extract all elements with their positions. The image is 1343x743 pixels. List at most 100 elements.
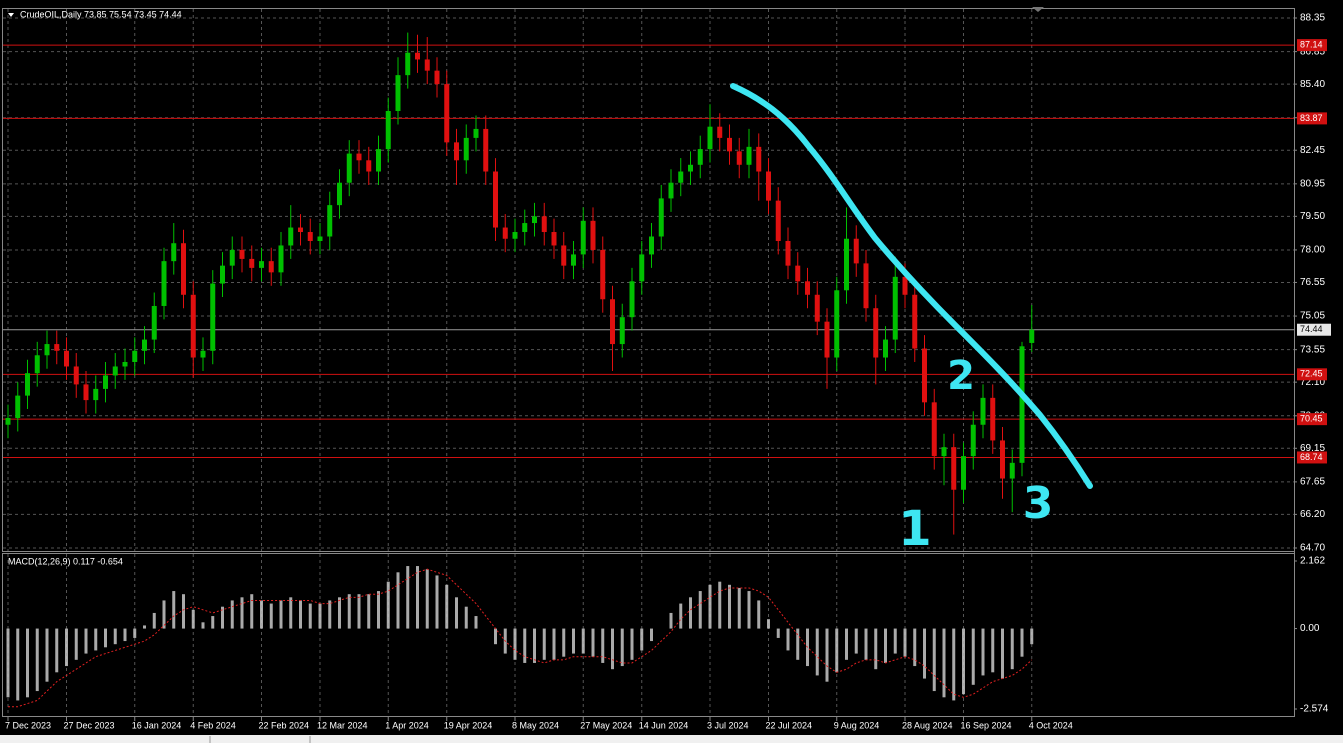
candle-body bbox=[317, 236, 323, 241]
macd-bar bbox=[718, 581, 722, 629]
macd-bar bbox=[991, 628, 995, 673]
macd-bar bbox=[728, 584, 731, 629]
candle-body bbox=[83, 384, 89, 401]
candle-body bbox=[892, 276, 898, 340]
candle-body bbox=[912, 294, 918, 349]
macd-bar bbox=[835, 628, 839, 673]
y-tick-label: 66.20 bbox=[1300, 509, 1325, 520]
candle-body bbox=[844, 238, 849, 291]
macd-bar bbox=[269, 603, 273, 629]
x-tick-label: 4 Oct 2024 bbox=[1029, 720, 1073, 730]
candle-body bbox=[34, 355, 40, 374]
macd-bar bbox=[45, 628, 49, 682]
candle-body bbox=[298, 227, 303, 233]
macd-bar bbox=[572, 628, 575, 654]
macd-bar bbox=[689, 597, 692, 629]
macd-bar bbox=[581, 628, 585, 654]
macd-bar bbox=[406, 566, 410, 629]
macd-bar bbox=[425, 569, 429, 629]
macd-bar bbox=[669, 612, 673, 629]
plot bbox=[3, 32, 1294, 708]
macd-bar bbox=[26, 628, 29, 698]
macd-bar bbox=[182, 594, 185, 629]
candle-body bbox=[5, 418, 11, 425]
macd-bar bbox=[523, 628, 527, 663]
macd-bar bbox=[260, 600, 263, 629]
macd-bar bbox=[747, 591, 751, 629]
y-tick-label: 76.55 bbox=[1300, 277, 1325, 288]
candle-body bbox=[834, 290, 840, 358]
macd-bar bbox=[347, 594, 351, 629]
candle-body bbox=[1029, 329, 1035, 343]
candle-body bbox=[922, 348, 927, 403]
x-tick-label: 12 Mar 2024 bbox=[317, 720, 368, 730]
macd-bar bbox=[367, 594, 371, 629]
candle-body bbox=[200, 350, 206, 358]
y-tick-label: 79.50 bbox=[1300, 211, 1325, 222]
macd-bar bbox=[786, 628, 790, 651]
candle-body bbox=[249, 258, 255, 268]
y-tick-label: 82.45 bbox=[1300, 145, 1325, 156]
macd-bar bbox=[143, 625, 146, 629]
macd-bar bbox=[552, 628, 556, 660]
level-label: 70.45 bbox=[1300, 414, 1323, 424]
macd-bar bbox=[318, 603, 322, 629]
x-tick-label: 8 May 2024 bbox=[512, 720, 559, 730]
candle-body bbox=[853, 238, 859, 264]
y-tick-label: 69.15 bbox=[1300, 443, 1325, 454]
candle-body bbox=[766, 171, 771, 201]
macd-bar bbox=[679, 603, 683, 629]
candle-body bbox=[210, 283, 216, 351]
candle-body bbox=[493, 171, 498, 228]
y-tick-label: 80.95 bbox=[1300, 178, 1325, 189]
candle-body bbox=[151, 305, 157, 340]
macd-bar bbox=[445, 584, 449, 629]
macd-bar bbox=[962, 628, 965, 695]
level-label-box bbox=[1297, 112, 1327, 125]
candle-body bbox=[795, 265, 801, 282]
macd-bar bbox=[299, 600, 302, 629]
macd-bar bbox=[338, 597, 341, 629]
candle-body bbox=[385, 111, 391, 150]
macd-bar bbox=[74, 628, 78, 660]
macd-bar bbox=[172, 591, 176, 629]
chart-header: CrudeOIL,Daily 73.85 75.54 73.45 74.44 bbox=[20, 9, 182, 19]
macd-bar bbox=[650, 628, 653, 642]
macd-bar bbox=[328, 600, 332, 629]
macd-bar bbox=[640, 628, 644, 651]
candle-body bbox=[190, 294, 196, 358]
x-tick-label: 19 Apr 2024 bbox=[444, 720, 493, 730]
macd-bar bbox=[211, 616, 215, 629]
x-tick-label: 4 Feb 2024 bbox=[190, 720, 236, 730]
candle-body bbox=[1000, 440, 1005, 479]
candle-body bbox=[600, 249, 606, 300]
candle-body bbox=[44, 344, 50, 356]
macd-bar bbox=[893, 628, 897, 654]
macd-bar bbox=[601, 628, 605, 663]
macd-bar bbox=[513, 628, 517, 660]
x-tick-label: 16 Sep 2024 bbox=[961, 720, 1012, 730]
y-tick-label: 0.00 bbox=[1300, 623, 1320, 634]
macd-bar bbox=[230, 600, 234, 629]
y-tick-label: 67.65 bbox=[1300, 477, 1325, 488]
macd-bar bbox=[620, 628, 624, 667]
macd-bar bbox=[952, 628, 956, 701]
macd-bar bbox=[289, 597, 293, 629]
candle-body bbox=[668, 182, 674, 199]
y-tick-label: 73.55 bbox=[1300, 344, 1325, 355]
candle-body bbox=[424, 59, 430, 71]
candle-body bbox=[961, 456, 966, 490]
macd-bar bbox=[35, 628, 39, 692]
macd-bar bbox=[6, 628, 10, 698]
macd-bar bbox=[562, 628, 566, 657]
candle-body bbox=[678, 171, 684, 183]
macd-bar bbox=[942, 628, 946, 698]
macd-bar bbox=[250, 594, 254, 629]
candle-body bbox=[268, 261, 274, 273]
candle-body bbox=[103, 375, 108, 389]
menu-arrow bbox=[8, 13, 14, 17]
candle-body bbox=[73, 366, 79, 385]
candle-body bbox=[561, 245, 567, 266]
candle-body bbox=[649, 236, 654, 255]
candle-body bbox=[512, 232, 518, 239]
